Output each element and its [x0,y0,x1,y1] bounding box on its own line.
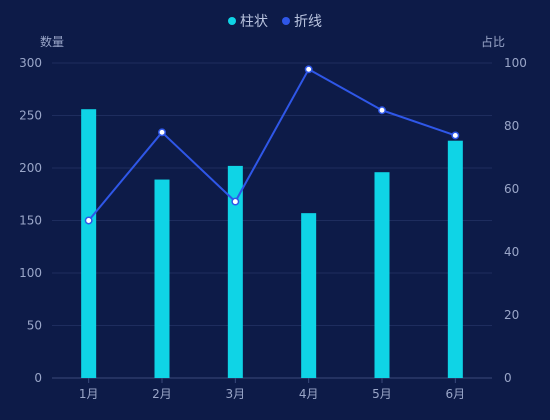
x-tick-label: 5月 [372,387,392,401]
line-point[interactable] [84,216,93,225]
y-left-tick-label: 250 [19,109,42,123]
y-right-tick-label: 80 [504,119,519,133]
y-right-tick-label: 60 [504,182,519,196]
y-axis-left-title: 数量 [40,34,64,49]
legend-item[interactable]: 折线 [282,14,322,30]
x-tick-label: 4月 [299,387,319,401]
legend-label: 折线 [294,14,322,30]
line-point[interactable] [378,106,386,115]
x-tick-label: 6月 [446,387,466,401]
y-left-tick-label: 0 [34,371,42,385]
y-right-tick-label: 40 [504,245,519,259]
legend-label: 柱状 [240,14,268,30]
y-left-tick-label: 150 [19,214,42,228]
y-left-tick-label: 300 [19,56,42,70]
bar[interactable] [81,109,97,378]
line-point[interactable] [451,131,460,140]
y-right-tick-label: 100 [504,56,527,70]
line-point[interactable] [231,197,240,206]
bar[interactable] [374,172,390,378]
x-tick-label: 1月 [79,387,99,401]
y-left-tick-label: 50 [27,319,42,333]
legend-marker [282,17,290,25]
bar[interactable] [301,213,317,378]
x-tick-label: 2月 [152,387,172,401]
bar[interactable] [447,140,463,378]
legend-item[interactable]: 柱状 [228,14,268,30]
y-right-tick-label: 0 [504,371,512,385]
line-point[interactable] [304,65,313,74]
bar-series [81,109,463,378]
line-path [87,68,456,222]
y-axis-right-title: 占比 [481,34,505,49]
y-right-tick-label: 20 [504,308,519,322]
legend-marker [228,17,236,25]
bar[interactable] [227,165,243,378]
y-left-tick-label: 100 [19,266,42,280]
legend[interactable]: 柱状 折线 [228,14,322,30]
line-point[interactable] [158,128,166,137]
axis-labels: 数量 占比 0 50 100 150 200 250 300 0 20 40 60 80 100 1月 2月… [19,34,527,401]
y-left-tick-label: 200 [19,161,42,175]
x-tick-label: 3月 [226,387,246,401]
line-series [84,65,460,225]
grid-lines [52,62,492,326]
axes [52,377,492,383]
bar[interactable] [154,179,170,378]
